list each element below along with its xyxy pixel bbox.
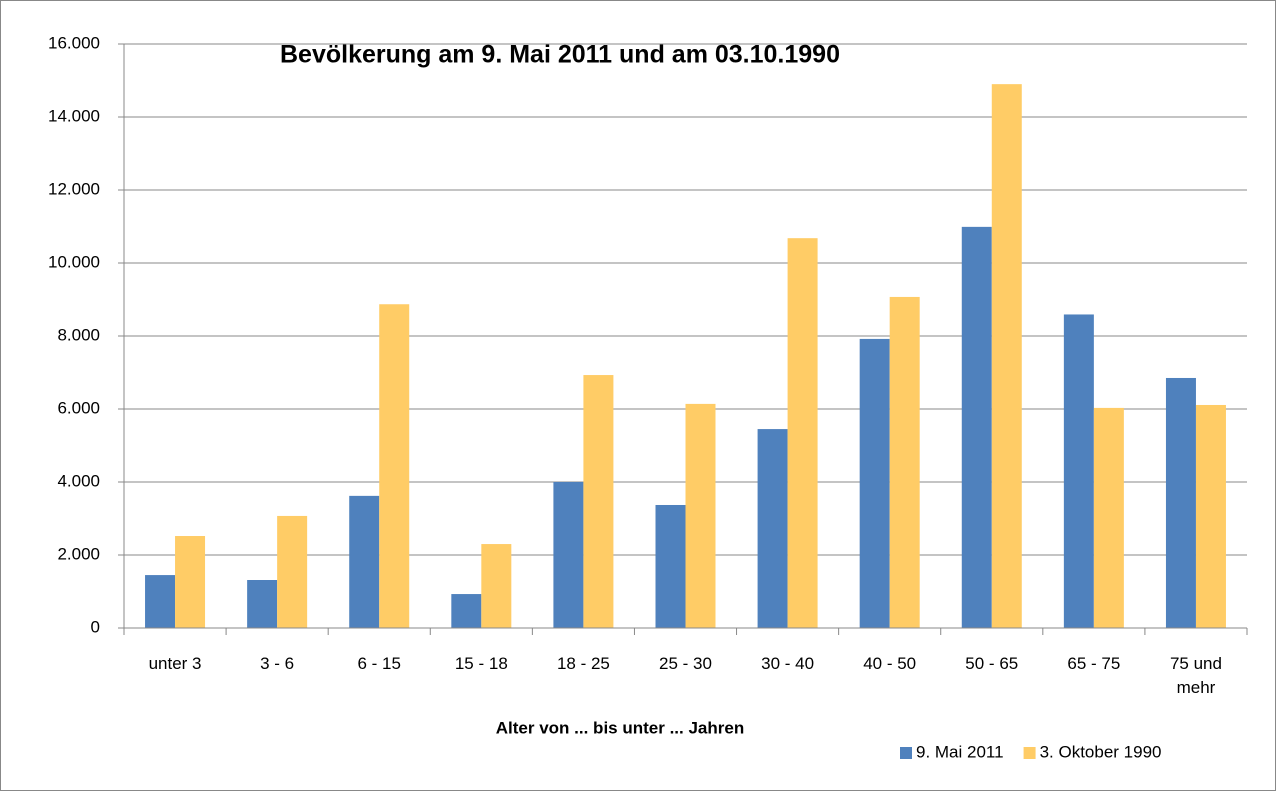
bar — [481, 544, 512, 628]
y-tick-label: 16.000 — [48, 33, 100, 52]
legend-label: 3. Oktober 1990 — [1040, 742, 1162, 761]
bar — [1063, 314, 1094, 628]
bar — [757, 429, 788, 628]
bar — [991, 84, 1022, 628]
bar — [655, 504, 686, 628]
y-tick-label: 0 — [91, 617, 100, 636]
x-tick-label: 50 - 65 — [965, 654, 1019, 673]
bar — [175, 536, 206, 628]
legend-label: 9. Mai 2011 — [916, 742, 1004, 761]
legend-swatch — [1023, 747, 1036, 759]
y-tick-label: 14.000 — [48, 106, 100, 125]
bar — [859, 338, 890, 628]
bar — [787, 238, 818, 628]
bar — [583, 375, 614, 628]
y-tick-label: 10.000 — [48, 252, 100, 271]
y-tick-label: 12.000 — [48, 179, 100, 198]
x-tick-label: 15 - 18 — [454, 654, 508, 673]
bar — [451, 594, 482, 628]
bar — [277, 515, 308, 628]
y-tick-label: 8.000 — [57, 325, 100, 344]
x-tick-label: 65 - 75 — [1067, 654, 1121, 673]
x-tick-label: 40 - 50 — [863, 654, 917, 673]
y-tick-label: 2.000 — [57, 544, 100, 563]
x-tick-label: 25 - 30 — [659, 654, 712, 673]
x-tick-label: 75 und mehr — [1169, 654, 1222, 697]
y-tick-label: 4.000 — [57, 471, 100, 490]
bar — [553, 482, 584, 628]
chart-title: Bevölkerung am 9. Mai 2011 und am 03.10.… — [280, 41, 840, 69]
bar — [685, 403, 716, 628]
x-tick-label: 18 - 25 — [556, 654, 610, 673]
y-tick-label: 6.000 — [57, 398, 100, 417]
x-tick-label: 3 - 6 — [260, 654, 295, 673]
x-tick-label: unter 3 — [148, 654, 202, 673]
bar — [247, 580, 278, 628]
bar — [349, 495, 380, 628]
x-tick-label: 30 - 40 — [761, 654, 815, 673]
bar — [1195, 404, 1226, 628]
bar — [889, 296, 920, 628]
bar — [1093, 407, 1124, 628]
x-axis-label: Alter von ... bis unter ... Jahren — [496, 718, 744, 737]
bar — [145, 575, 176, 628]
bar — [1165, 377, 1196, 628]
bar — [961, 226, 992, 629]
bar — [379, 304, 410, 628]
legend-swatch — [900, 747, 912, 759]
x-tick-label: 6 - 15 — [357, 654, 401, 673]
